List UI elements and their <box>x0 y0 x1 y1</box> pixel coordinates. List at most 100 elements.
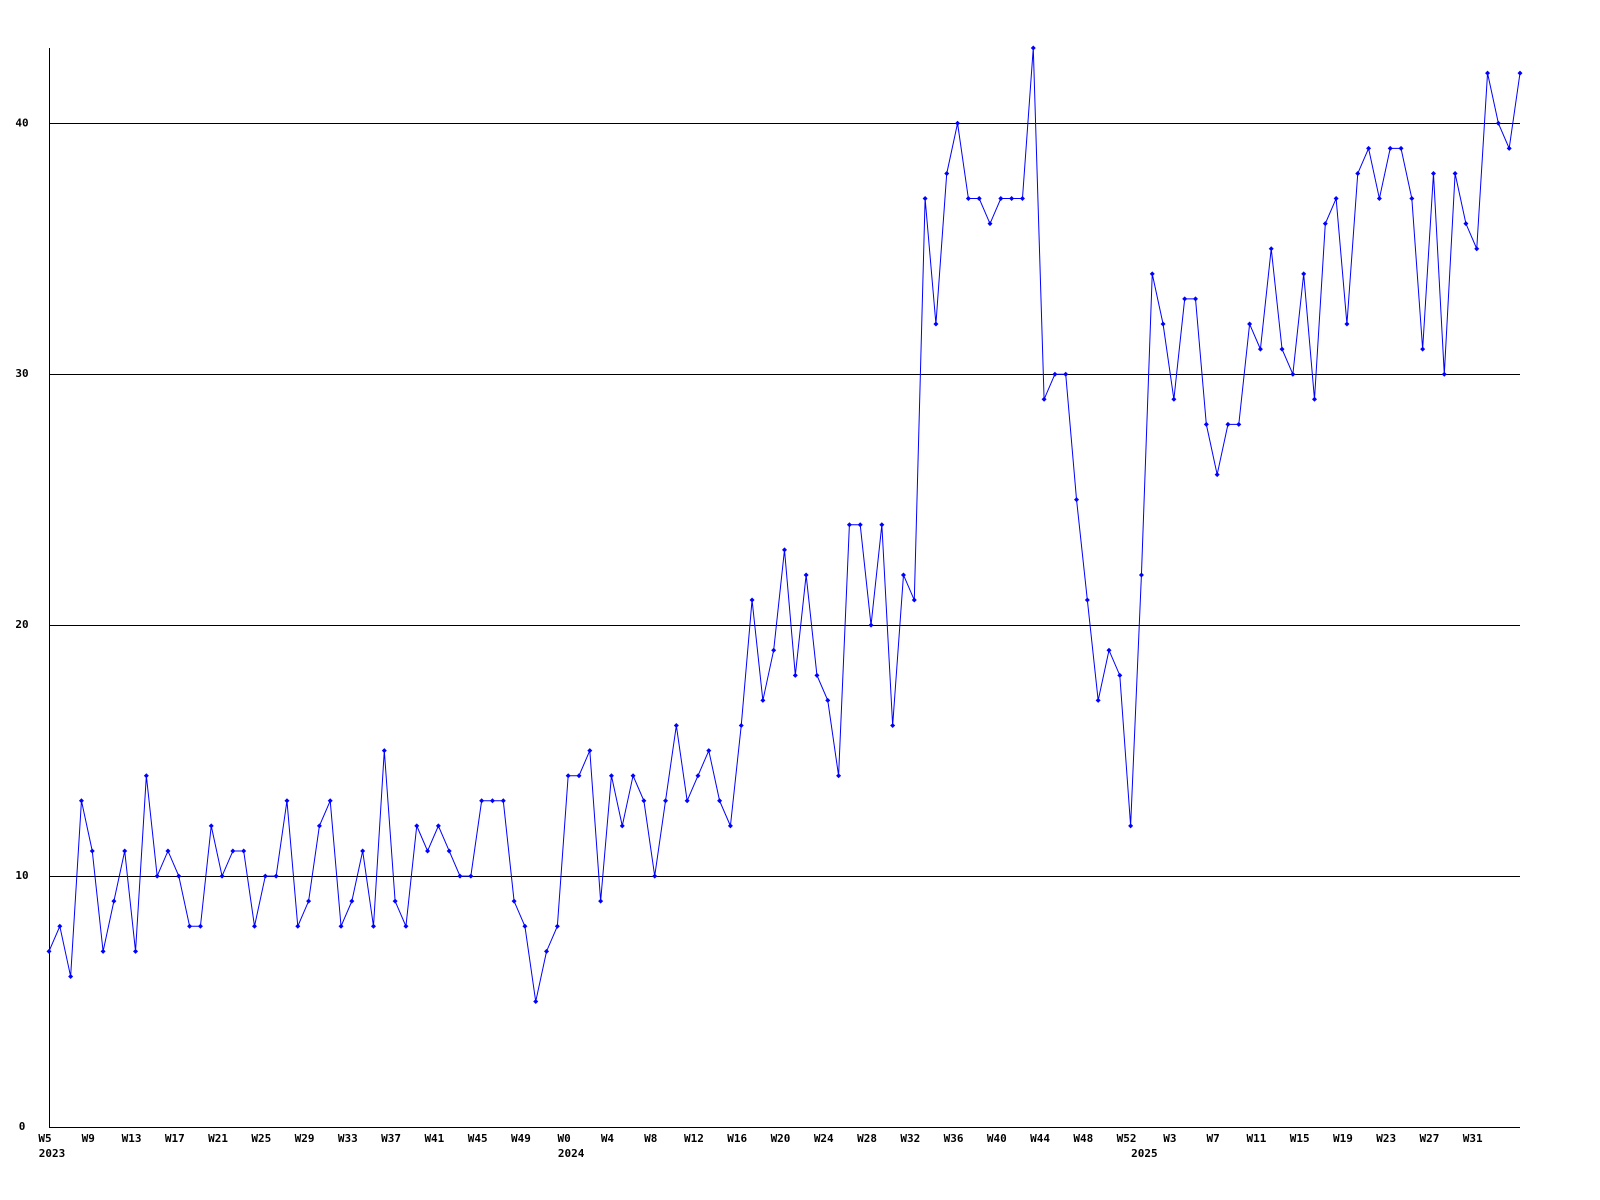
data-point <box>1193 296 1199 302</box>
data-point <box>1441 371 1447 377</box>
x-tick-label: W49 <box>511 1132 531 1145</box>
x-tick-label: W36 <box>944 1132 964 1145</box>
data-point <box>1322 221 1328 227</box>
data-point <box>1452 170 1458 176</box>
x-tick-label: W16 <box>727 1132 747 1145</box>
x-tick-label: W8 <box>644 1132 657 1145</box>
data-point <box>1366 145 1372 151</box>
x-tick-label: W40 <box>987 1132 1007 1145</box>
data-point <box>284 798 290 804</box>
data-point <box>403 923 409 929</box>
data-point <box>1257 346 1263 352</box>
data-point <box>1138 572 1144 578</box>
data-point <box>479 798 485 804</box>
data-point <box>1430 170 1436 176</box>
data-point <box>998 196 1004 202</box>
data-point <box>468 873 474 879</box>
data-point <box>1084 597 1090 603</box>
data-point <box>1495 120 1501 126</box>
x-year-label: 2023 <box>39 1147 66 1160</box>
data-point <box>857 522 863 528</box>
data-point <box>338 923 344 929</box>
data-point <box>1247 321 1253 327</box>
x-tick-label: W45 <box>468 1132 488 1145</box>
data-point <box>630 773 636 779</box>
data-point <box>176 873 182 879</box>
data-point <box>1279 346 1285 352</box>
data-point <box>165 848 171 854</box>
x-tick-label: W33 <box>338 1132 358 1145</box>
data-point <box>381 748 387 754</box>
data-point <box>414 823 420 829</box>
data-point <box>500 798 506 804</box>
data-point <box>1203 421 1209 427</box>
x-tick-label: W21 <box>208 1132 228 1145</box>
x-year-label: 2024 <box>558 1147 585 1160</box>
x-tick-label: W29 <box>295 1132 315 1145</box>
data-point <box>673 723 679 729</box>
x-tick-label: W9 <box>82 1132 95 1145</box>
data-point <box>1409 196 1415 202</box>
data-point <box>1290 371 1296 377</box>
data-point <box>154 873 160 879</box>
data-point <box>273 873 279 879</box>
data-point <box>846 522 852 528</box>
data-point <box>197 923 203 929</box>
x-tick-label: W27 <box>1420 1132 1440 1145</box>
data-point <box>208 823 214 829</box>
data-point <box>576 773 582 779</box>
x-tick-label: W7 <box>1207 1132 1220 1145</box>
data-point <box>706 748 712 754</box>
x-tick-label: W25 <box>251 1132 271 1145</box>
data-point <box>1236 421 1242 427</box>
data-point <box>89 848 95 854</box>
x-year-label: 2025 <box>1131 1147 1158 1160</box>
data-point <box>425 848 431 854</box>
data-point <box>489 798 495 804</box>
x-tick-label: W13 <box>122 1132 142 1145</box>
data-point <box>1182 296 1188 302</box>
data-point <box>1074 497 1080 503</box>
data-point <box>68 973 74 979</box>
data-point <box>641 798 647 804</box>
data-point <box>1387 145 1393 151</box>
data-point <box>100 948 106 954</box>
data-point <box>1376 196 1382 202</box>
data-point <box>987 221 993 227</box>
data-point <box>1019 196 1025 202</box>
data-point <box>1128 823 1134 829</box>
data-point <box>1517 70 1523 76</box>
data-point <box>78 798 84 804</box>
data-point <box>565 773 571 779</box>
data-point <box>890 723 896 729</box>
x-tick-label: W48 <box>1073 1132 1093 1145</box>
data-point <box>738 723 744 729</box>
data-point <box>933 321 939 327</box>
x-tick-label: W5 <box>38 1132 51 1145</box>
data-point <box>1344 321 1350 327</box>
x-tick-label: W44 <box>1030 1132 1050 1145</box>
data-point <box>619 823 625 829</box>
data-point <box>511 898 517 904</box>
x-tick-label: W20 <box>771 1132 791 1145</box>
data-point <box>446 848 452 854</box>
data-point <box>608 773 614 779</box>
data-point <box>1268 246 1274 252</box>
data-point <box>316 823 322 829</box>
data-point <box>1052 371 1058 377</box>
data-point <box>695 773 701 779</box>
data-point <box>955 120 961 126</box>
data-point <box>57 923 63 929</box>
data-point <box>749 597 755 603</box>
data-point <box>122 848 128 854</box>
y-tick-label: 30 <box>15 367 28 380</box>
data-point <box>976 196 982 202</box>
data-point <box>760 697 766 703</box>
data-point <box>1106 647 1112 653</box>
x-tick-label: W32 <box>900 1132 920 1145</box>
data-point <box>587 748 593 754</box>
x-tick-label: W4 <box>601 1132 615 1145</box>
data-point <box>965 196 971 202</box>
x-tick-label: W41 <box>424 1132 444 1145</box>
data-point <box>1474 246 1480 252</box>
